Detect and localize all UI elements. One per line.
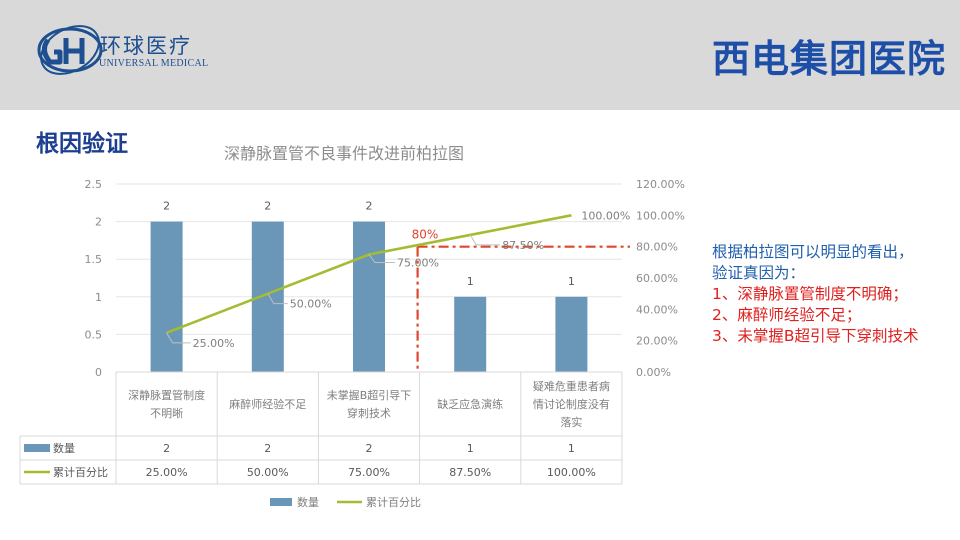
line-value-label: 25.00% — [193, 337, 235, 350]
line-label-leader — [469, 234, 501, 246]
conclusion-item: 3、未掌握B超引导下穿刺技术 — [712, 327, 919, 345]
pareto-chart: 深静脉置管不良事件改进前柏拉图 0 0.5 1 1.5 2 2.5 0.00% 20.00% 40… — [19, 144, 685, 509]
y-right-tick-label: 60.00% — [636, 272, 678, 285]
y-left-tick-label: 0.5 — [85, 328, 103, 341]
y-left-tick-label: 0 — [95, 366, 102, 379]
logo-chinese-name: 环球医疗 — [100, 34, 192, 58]
category-label: 未掌握B超引导下 — [327, 388, 412, 402]
conclusion-item: 2、麻醉师经验不足； — [712, 306, 862, 324]
table-row-name: 数量 — [53, 442, 75, 455]
table-cell: 50.00% — [247, 466, 289, 479]
bar-value-label: 1 — [467, 275, 474, 288]
table-cell: 75.00% — [348, 466, 390, 479]
chart-title: 深静脉置管不良事件改进前柏拉图 — [224, 144, 464, 163]
y-left-tick-label: 1.5 — [85, 253, 103, 266]
legend-key-bar — [270, 498, 292, 506]
bar — [150, 221, 183, 372]
category-label: 落实 — [560, 415, 582, 429]
y-right-tick-label: 0.00% — [636, 366, 671, 379]
legend-label: 数量 — [297, 496, 319, 509]
y-right-tick-label: 80.00% — [636, 241, 678, 254]
line-label-leader — [368, 254, 395, 263]
conclusion-item: 1、深静脉置管制度不明确； — [712, 285, 908, 303]
line-label-leader — [267, 293, 288, 305]
table-cell: 25.00% — [146, 466, 188, 479]
category-label: 深静脉置管制度 — [128, 388, 205, 402]
table-legend-key-bar — [24, 444, 50, 452]
category-label: 穿刺技术 — [347, 406, 391, 420]
bar-value-label: 2 — [366, 200, 373, 213]
logo-english-name: UNIVERSAL MEDICAL — [99, 58, 209, 69]
table-cell: 2 — [366, 442, 373, 455]
category-label: 麻醉师经验不足 — [229, 397, 306, 411]
category-label: 疑难危重患者病 — [533, 379, 610, 393]
category-label: 缺乏应急演练 — [437, 397, 503, 411]
table-cell: 1 — [467, 442, 474, 455]
threshold-label: 80% — [412, 228, 439, 242]
legend-label: 累计百分比 — [366, 496, 421, 509]
table-cell: 2 — [264, 442, 271, 455]
universal-medical-logo-icon — [37, 25, 103, 75]
y-right-tick-label: 100.00% — [636, 209, 685, 222]
line-value-label: 75.00% — [397, 257, 439, 270]
table-row-name: 累计百分比 — [53, 466, 108, 479]
header-bar: 环球医疗 UNIVERSAL MEDICAL 西电集团医院 — [0, 0, 960, 110]
conclusion-intro-line1: 根据柏拉图可以明显的看出， — [712, 243, 914, 261]
line-value-label: 87.50% — [502, 239, 544, 252]
bar-value-label: 2 — [264, 200, 271, 213]
hospital-name: 西电集团医院 — [711, 37, 946, 81]
y-left-tick-label: 2 — [95, 216, 102, 229]
bar — [353, 221, 385, 372]
category-label: 不明晰 — [150, 407, 183, 420]
y-right-tick-label: 120.00% — [636, 178, 685, 191]
line-value-label: 50.00% — [290, 298, 332, 311]
bar — [454, 296, 487, 372]
y-left-tick-label: 2.5 — [85, 178, 103, 191]
bar-value-label: 1 — [568, 275, 575, 288]
y-right-tick-label: 20.00% — [636, 335, 678, 348]
table-cell: 2 — [163, 442, 170, 455]
conclusion-intro-line2: 验证真因为： — [712, 264, 806, 282]
y-left-tick-label: 1 — [95, 291, 102, 304]
table-cell: 87.50% — [449, 466, 491, 479]
table-cell: 100.00% — [547, 466, 596, 479]
bar-value-label: 2 — [163, 200, 170, 213]
section-title: 根因验证 — [36, 131, 128, 157]
bar — [555, 296, 588, 372]
category-label: 情讨论制度没有 — [533, 397, 610, 411]
y-right-tick-label: 40.00% — [636, 303, 678, 316]
line-value-label: 100.00% — [581, 209, 630, 222]
conclusion-panel: 根据柏拉图可以明显的看出， 验证真因为： 1、深静脉置管制度不明确； 2、麻醉师… — [712, 242, 960, 347]
table-cell: 1 — [568, 442, 575, 455]
line-label-leader — [166, 332, 191, 344]
